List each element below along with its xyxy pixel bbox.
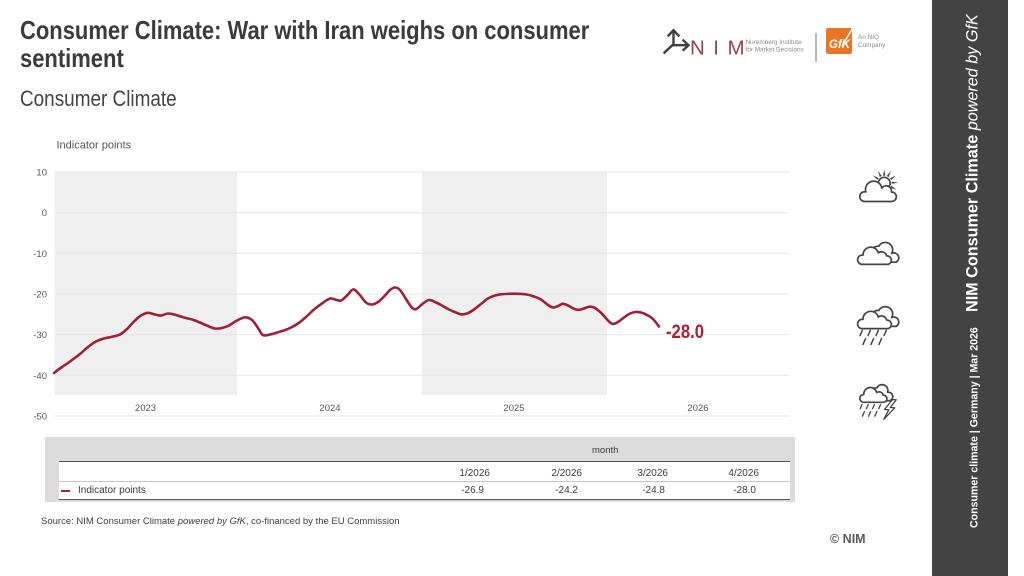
svg-text:2023: 2023 bbox=[135, 403, 156, 414]
svg-text:-30: -30 bbox=[33, 330, 47, 341]
svg-text:Nuremberg Institute: Nuremberg Institute bbox=[746, 39, 803, 46]
svg-text:NIM: NIM bbox=[690, 37, 753, 60]
svg-text:-10: -10 bbox=[33, 249, 47, 260]
svg-text:2025: 2025 bbox=[503, 403, 524, 414]
svg-text:for Market Decisions: for Market Decisions bbox=[746, 47, 804, 54]
svg-text:Indicator points: Indicator points bbox=[57, 140, 132, 152]
svg-text:10: 10 bbox=[36, 168, 47, 179]
svg-text:-40: -40 bbox=[33, 371, 47, 382]
svg-text:GfK: GfK bbox=[829, 39, 851, 51]
svg-text:NIM Consumer Climate powered b: NIM Consumer Climate powered by GfK bbox=[964, 13, 982, 312]
svg-text:Company: Company bbox=[858, 42, 886, 49]
svg-text:-28.0: -28.0 bbox=[666, 322, 704, 343]
svg-text:0: 0 bbox=[42, 208, 47, 219]
svg-text:Consumer climate | Germany | M: Consumer climate | Germany | Mar 2026 bbox=[969, 327, 981, 528]
svg-text:-50: -50 bbox=[33, 412, 47, 423]
svg-text:2024: 2024 bbox=[319, 403, 340, 414]
svg-text:-20: -20 bbox=[33, 290, 47, 301]
svg-text:An NIQ: An NIQ bbox=[858, 34, 879, 41]
svg-text:2026: 2026 bbox=[687, 403, 708, 414]
